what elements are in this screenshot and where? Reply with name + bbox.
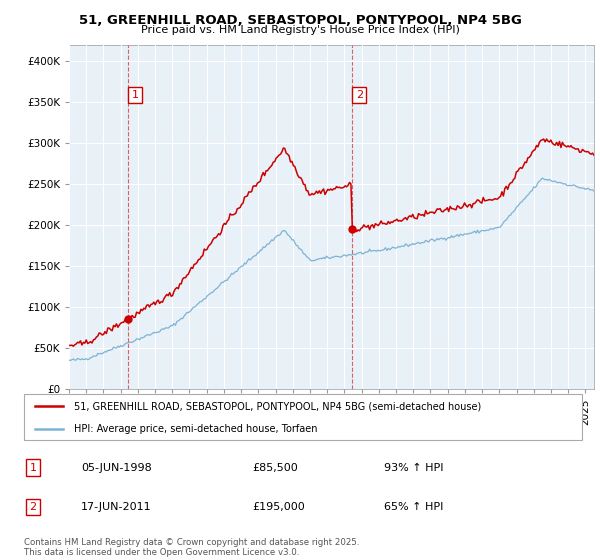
Text: 51, GREENHILL ROAD, SEBASTOPOL, PONTYPOOL, NP4 5BG (semi-detached house): 51, GREENHILL ROAD, SEBASTOPOL, PONTYPOO… [74, 401, 481, 411]
Text: 51, GREENHILL ROAD, SEBASTOPOL, PONTYPOOL, NP4 5BG: 51, GREENHILL ROAD, SEBASTOPOL, PONTYPOO… [79, 14, 521, 27]
Text: 93% ↑ HPI: 93% ↑ HPI [384, 463, 443, 473]
Text: 1: 1 [131, 90, 139, 100]
Text: Price paid vs. HM Land Registry's House Price Index (HPI): Price paid vs. HM Land Registry's House … [140, 25, 460, 35]
Text: HPI: Average price, semi-detached house, Torfaen: HPI: Average price, semi-detached house,… [74, 424, 318, 434]
Text: 65% ↑ HPI: 65% ↑ HPI [384, 502, 443, 512]
Text: 2: 2 [356, 90, 363, 100]
Text: £195,000: £195,000 [252, 502, 305, 512]
Text: 2: 2 [29, 502, 37, 512]
Text: Contains HM Land Registry data © Crown copyright and database right 2025.
This d: Contains HM Land Registry data © Crown c… [24, 538, 359, 557]
Text: 17-JUN-2011: 17-JUN-2011 [81, 502, 152, 512]
Text: 05-JUN-1998: 05-JUN-1998 [81, 463, 152, 473]
Text: £85,500: £85,500 [252, 463, 298, 473]
FancyBboxPatch shape [24, 394, 582, 440]
Text: 1: 1 [29, 463, 37, 473]
